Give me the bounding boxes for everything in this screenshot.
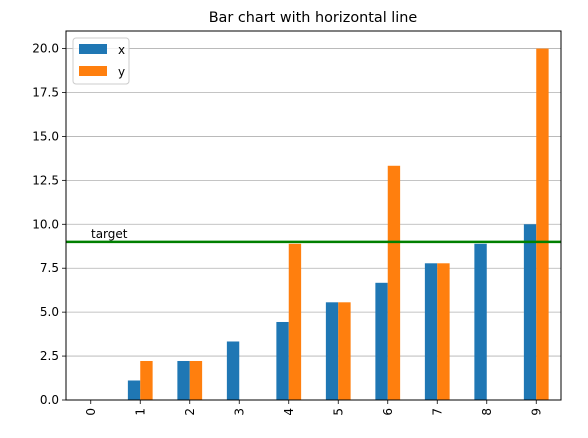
bars xyxy=(127,48,549,400)
bar-x xyxy=(424,263,438,400)
bar-x xyxy=(226,341,240,400)
chart-title: Bar chart with horizontal line xyxy=(209,10,418,26)
legend: xy xyxy=(72,37,130,85)
legend-swatch-y xyxy=(79,66,107,76)
bar-y xyxy=(536,48,549,400)
x-tick-label: 0 xyxy=(84,408,98,416)
bar-y xyxy=(288,243,302,400)
legend-label-x: x xyxy=(118,43,125,57)
target-label: target xyxy=(91,227,128,241)
bar-x xyxy=(325,302,339,400)
y-tick-label: 20.0 xyxy=(32,42,59,56)
x-tick-label: 4 xyxy=(282,408,296,416)
x-tick-label: 8 xyxy=(480,408,494,416)
y-tick-label: 7.5 xyxy=(40,261,59,275)
x-tick-label: 5 xyxy=(331,408,345,416)
x-axis-ticks: 0 1 2 3 4 5 6 7 8 9 xyxy=(84,400,543,416)
bar-x xyxy=(474,243,487,400)
bar-x xyxy=(375,282,388,400)
bar-y xyxy=(387,165,401,400)
bar-y xyxy=(338,302,351,400)
x-tick-label: 9 xyxy=(529,408,543,416)
y-tick-label: 2.5 xyxy=(40,349,59,363)
bar-y xyxy=(189,360,203,400)
y-tick-label: 5.0 xyxy=(40,305,59,319)
x-tick-label: 1 xyxy=(133,408,147,416)
y-axis-ticks: 0.0 2.5 5.0 7.5 10.0 12.5 15.0 17.5 20.0 xyxy=(32,42,66,407)
bar-y xyxy=(437,263,450,400)
y-tick-label: 12.5 xyxy=(32,173,59,187)
y-tick-label: 15.0 xyxy=(32,129,59,143)
bar-x xyxy=(127,380,141,400)
bar-x xyxy=(177,360,190,400)
axes-frame xyxy=(65,30,562,401)
legend-swatch-x xyxy=(79,44,107,54)
x-tick-label: 2 xyxy=(183,408,197,416)
x-tick-label: 6 xyxy=(381,408,395,416)
y-tick-label: 17.5 xyxy=(32,86,59,100)
bar-x xyxy=(276,321,289,400)
gridlines xyxy=(66,48,561,401)
bar-y xyxy=(140,360,153,400)
legend-label-y: y xyxy=(118,65,125,79)
x-tick-label: 3 xyxy=(232,408,246,416)
x-tick-label: 7 xyxy=(430,408,444,416)
y-tick-label: 0.0 xyxy=(40,393,59,407)
y-tick-label: 10.0 xyxy=(32,217,59,231)
target-line-group: target xyxy=(66,227,561,244)
bar-x xyxy=(523,224,537,400)
